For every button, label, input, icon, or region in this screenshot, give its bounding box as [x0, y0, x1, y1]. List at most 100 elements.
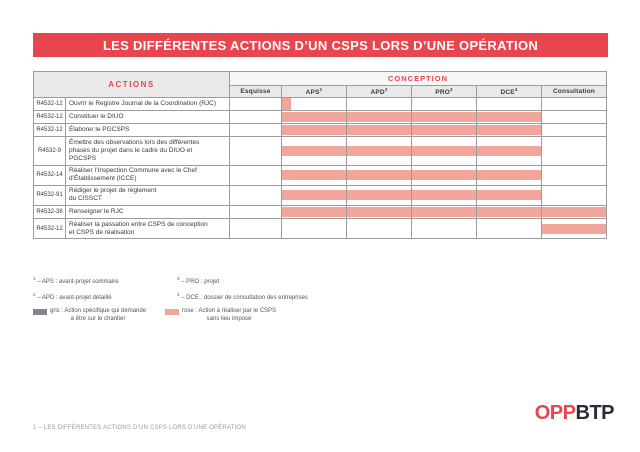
phase-column-header-dce: DCE4: [476, 84, 542, 99]
logo-part-opp: OPP: [534, 402, 576, 424]
phase-cell: [229, 218, 282, 240]
article-code: R4532-9: [33, 136, 66, 166]
phase-column-header-pro: PRO3: [411, 84, 477, 99]
article-code: R4532-12: [33, 218, 66, 240]
footer-page-label: 1 – LES DIFFÉRENTES ACTIONS D’UN CSPS LO…: [33, 425, 246, 431]
phase-cell: [281, 184, 347, 207]
csps-action-bar: [282, 98, 291, 111]
phase-cell: [229, 110, 282, 125]
phase-cell: [346, 164, 412, 186]
actions-column-header: ACTIONS: [33, 70, 230, 99]
phase-cell: [540, 136, 608, 166]
action-label: Rédiger le projet de règlement du CISSCT: [65, 184, 230, 207]
legend: gris : Action spécifique qui demande à êt…: [33, 308, 297, 322]
phase-cell: [346, 218, 412, 240]
csps-action-bar: [412, 170, 476, 181]
table-row: R4532-12 Ouvrir le Registre Journal de la…: [33, 97, 608, 112]
page-title: LES DIFFÉRENTES ACTIONS D’UN CSPS LORS D…: [102, 37, 539, 53]
csps-action-bar: [282, 190, 346, 201]
phase-column-header-esquisse: Esquisse: [229, 84, 282, 99]
csps-action-bar: [542, 207, 607, 218]
phase-cell: [476, 97, 542, 112]
table-row: R4532-14 Réaliser l’Inspection Commune av…: [33, 164, 608, 186]
csps-action-bar: [477, 125, 541, 136]
footnote: 4 – DCE : dossier de consultation des en…: [177, 292, 308, 301]
action-label: Réaliser la passation entre CSPS de conc…: [65, 218, 230, 240]
csps-action-bar: [282, 112, 346, 123]
phase-cell: [346, 123, 412, 138]
footnote: 3 – PRO : projet: [177, 276, 220, 285]
action-label: Constituer le DIUO: [65, 110, 230, 125]
legend-text: rose : Action à réaliser par le CSPS sans…: [182, 308, 277, 322]
csps-action-bar: [347, 112, 411, 123]
csps-action-bar: [347, 207, 411, 218]
phase-cell: [229, 164, 282, 186]
csps-action-bar: [477, 112, 541, 123]
table-row: R4532-91 Rédiger le projet de règlement d…: [33, 184, 608, 207]
csps-action-bar: [282, 207, 346, 218]
table-row: R4532-12 Réaliser la passation entre CSPS…: [33, 218, 608, 240]
action-label: Ouvrir le Registre Journal de la Coordin…: [65, 97, 230, 112]
footnote: 1 – APS : avant-projet sommaire: [33, 276, 119, 285]
legend-swatch-pink: [165, 309, 179, 315]
phase-cell: [540, 97, 608, 112]
table-row: R4532-12 Constituer le DIUO: [33, 110, 608, 125]
phase-cell: [476, 205, 542, 220]
conception-column-group-header: CONCEPTION: [228, 71, 608, 86]
article-code: R4532-12: [33, 123, 66, 138]
logo-part-btp: BTP: [575, 402, 615, 424]
phase-column-header-aps: APS1: [281, 84, 347, 99]
csps-action-bar: [412, 207, 476, 218]
phase-cell: [476, 184, 542, 207]
article-code: R4532-12: [33, 97, 66, 112]
phase-cell: [281, 123, 347, 138]
oppbtp-logo: OPPBTP: [534, 402, 615, 425]
phase-cell: [411, 184, 477, 207]
legend-text: gris : Action spécifique qui demande à êt…: [50, 308, 147, 322]
phase-cell: [476, 123, 542, 138]
csps-action-bar: [282, 145, 346, 156]
title-banner: LES DIFFÉRENTES ACTIONS D’UN CSPS LORS D…: [33, 33, 608, 57]
csps-action-bar: [347, 170, 411, 181]
phase-cell: [540, 218, 608, 240]
actions-table: ACTIONS CONCEPTION Esquisse APS1 APD2 PRO3 D…: [33, 70, 608, 240]
csps-action-bar: [412, 112, 476, 123]
phase-cell: [411, 164, 477, 186]
csps-action-bar: [412, 145, 476, 156]
phase-cell: [411, 218, 477, 240]
phase-cell: [281, 164, 347, 186]
table-row: R4532-12 Élaborer le PGCSPS: [33, 123, 608, 138]
csps-action-bar: [477, 207, 541, 218]
footnote: 2 – APD : avant-projet détaillé: [33, 292, 112, 301]
phase-cell: [476, 164, 542, 186]
csps-action-bar: [412, 190, 476, 201]
action-label: Renseigner le RJC: [65, 205, 230, 220]
phase-cell: [540, 164, 608, 186]
csps-action-bar: [282, 125, 346, 136]
phase-cell: [476, 136, 542, 166]
table-row: R4532-9 Émettre des observations lors des…: [33, 136, 608, 166]
csps-action-bar: [347, 125, 411, 136]
csps-action-bar: [347, 145, 411, 156]
csps-action-bar: [477, 170, 541, 181]
phase-cell: [411, 97, 477, 112]
table-row: R4532-38 Renseigner le RJC: [33, 205, 608, 220]
footnotes: 1 – APS : avant-projet sommaire 2 – APD :…: [33, 276, 321, 308]
phase-cell: [346, 97, 412, 112]
action-label: Réaliser l’Inspection Commune avec le Ch…: [65, 164, 230, 186]
csps-action-bar: [282, 170, 346, 181]
phase-cell: [281, 136, 347, 166]
phase-cell: [281, 218, 347, 240]
phase-cell: [540, 205, 608, 220]
phase-cell: [281, 205, 347, 220]
legend-swatch-gray: [33, 309, 47, 315]
legend-item: rose : Action à réaliser par le CSPS sans…: [165, 308, 297, 322]
phase-cell: [281, 97, 347, 112]
csps-action-bar: [542, 223, 607, 234]
phase-column-header-consultation: Consultation: [540, 84, 608, 99]
csps-action-bar: [412, 125, 476, 136]
phase-cell: [229, 136, 282, 166]
phase-cell: [411, 123, 477, 138]
csps-action-bar: [477, 190, 541, 201]
